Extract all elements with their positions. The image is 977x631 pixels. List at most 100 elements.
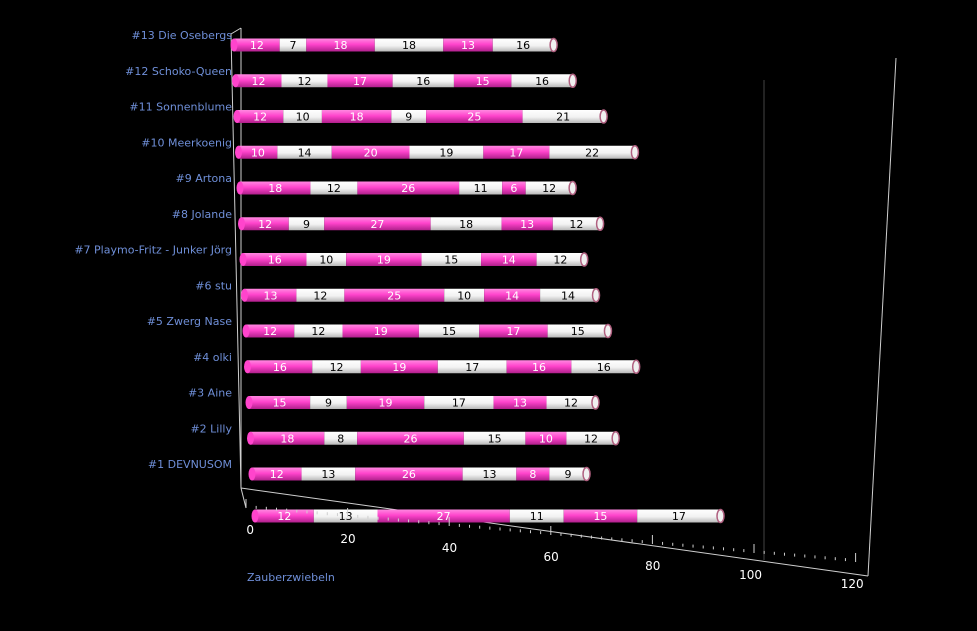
bar-segment bbox=[234, 38, 280, 52]
category-label: #10 Meerkoenig bbox=[141, 136, 232, 149]
bar-row: 10 14 20 19 17 22 bbox=[235, 145, 640, 160]
data-label: 12 bbox=[297, 75, 311, 88]
bar-row-front: 12 13 27 11 15 17 bbox=[251, 508, 725, 524]
bar-segment bbox=[409, 145, 484, 159]
category-label: #3 Aine bbox=[188, 387, 232, 400]
bar-segment bbox=[288, 217, 325, 231]
x-tick-label: 0 bbox=[246, 523, 254, 537]
bar-segment bbox=[346, 396, 425, 409]
bar-cap-end bbox=[599, 109, 608, 124]
x-axis-ticks: 0 20 40 60 80 100 120 bbox=[245, 499, 864, 591]
data-label: 15 bbox=[571, 325, 585, 338]
category-label: #5 Zwerg Nase bbox=[147, 315, 233, 328]
bar-segment bbox=[238, 145, 278, 159]
bar-row: 12 12 17 16 15 16 bbox=[232, 73, 577, 88]
bar-cap-end bbox=[631, 359, 641, 374]
bar-row: 15 9 19 17 13 12 bbox=[245, 395, 600, 410]
data-label: 15 bbox=[476, 75, 490, 88]
data-label: 16 bbox=[268, 254, 282, 267]
data-label: 25 bbox=[467, 111, 481, 124]
bar-segment bbox=[546, 396, 596, 409]
bar-segment bbox=[421, 253, 482, 266]
data-label: 26 bbox=[401, 182, 415, 195]
bar-segment bbox=[479, 324, 548, 338]
data-label: 15 bbox=[593, 510, 607, 523]
bar-segment bbox=[247, 360, 313, 374]
data-label: 17 bbox=[353, 75, 367, 88]
bar-segment bbox=[277, 145, 332, 159]
bar-segment bbox=[637, 509, 721, 523]
category-label: #13 Die Osebergs bbox=[132, 29, 233, 42]
bar-segment bbox=[346, 253, 422, 266]
data-label: 16 bbox=[597, 361, 611, 374]
bar-segment bbox=[344, 288, 445, 302]
bar-segment bbox=[426, 110, 523, 123]
bar-segment bbox=[430, 217, 502, 231]
data-label: 13 bbox=[482, 468, 496, 481]
x-axis-title: Zauberzwiebeln bbox=[247, 571, 335, 584]
data-label: 12 bbox=[253, 111, 267, 124]
bar-series: 12 7 18 18 13 16 12 12 17 16 15 16 12 10 18 9 25 21 10 14 20… bbox=[230, 37, 725, 524]
bar-segment bbox=[249, 396, 311, 409]
right-wall-edge bbox=[867, 57, 897, 577]
data-label: 12 bbox=[313, 289, 327, 302]
data-label: 20 bbox=[364, 146, 378, 159]
data-label: 12 bbox=[277, 510, 291, 523]
bar-segment bbox=[481, 253, 537, 266]
data-label: 17 bbox=[672, 510, 686, 523]
bar-segment bbox=[327, 74, 393, 88]
bar-segment bbox=[443, 38, 493, 52]
data-label: 10 bbox=[251, 146, 265, 159]
data-label: 12 bbox=[251, 75, 265, 88]
bar-cap-start bbox=[248, 467, 256, 481]
bar-segment bbox=[392, 74, 454, 88]
data-label: 9 bbox=[405, 111, 412, 124]
bar-segment bbox=[237, 110, 284, 123]
data-label: 12 bbox=[330, 361, 344, 374]
data-label: 12 bbox=[327, 182, 341, 195]
bar-cap-start bbox=[230, 38, 238, 52]
data-label: 13 bbox=[339, 510, 353, 523]
data-label: 12 bbox=[584, 432, 598, 445]
data-label: 8 bbox=[337, 432, 344, 445]
bar-segment bbox=[525, 181, 573, 195]
bar-segment bbox=[306, 38, 375, 52]
data-label: 12 bbox=[311, 325, 325, 338]
bar-cap-start bbox=[241, 288, 248, 302]
floor-front-edge bbox=[240, 487, 869, 577]
bar-cap-start bbox=[245, 396, 253, 409]
x-tick-label: 20 bbox=[340, 532, 355, 546]
data-label: 14 bbox=[505, 289, 519, 302]
data-label: 26 bbox=[404, 432, 418, 445]
data-label: 10 bbox=[296, 111, 310, 124]
data-label: 12 bbox=[258, 218, 272, 231]
bar-segment bbox=[255, 509, 314, 523]
data-label: 12 bbox=[250, 39, 264, 52]
bar-segment bbox=[250, 431, 325, 445]
bar-segment bbox=[463, 431, 526, 445]
bar-cap-end bbox=[716, 508, 725, 524]
bar-segment bbox=[331, 145, 410, 159]
bar-segment bbox=[509, 509, 564, 523]
bar-segment bbox=[536, 253, 585, 266]
bar-row: 18 8 26 15 10 12 bbox=[247, 431, 620, 446]
data-label: 16 bbox=[273, 361, 287, 374]
bar-cap-end bbox=[603, 323, 613, 339]
data-label: 15 bbox=[273, 397, 287, 410]
bar-segment bbox=[324, 431, 358, 445]
data-label: 16 bbox=[416, 75, 430, 88]
bar-cap-start bbox=[235, 145, 242, 159]
data-label: 12 bbox=[263, 325, 277, 338]
bar-segment bbox=[540, 288, 597, 302]
bar-segment bbox=[310, 396, 347, 409]
data-label: 26 bbox=[402, 468, 416, 481]
data-label: 16 bbox=[532, 361, 546, 374]
bar-segment bbox=[312, 360, 361, 374]
bar-segment bbox=[516, 467, 550, 481]
bar-segment bbox=[424, 396, 494, 409]
data-label: 17 bbox=[506, 325, 520, 338]
bar-row: 12 12 19 15 17 15 bbox=[242, 323, 613, 339]
data-label: 14 bbox=[561, 289, 575, 302]
bar-segment bbox=[377, 509, 510, 523]
